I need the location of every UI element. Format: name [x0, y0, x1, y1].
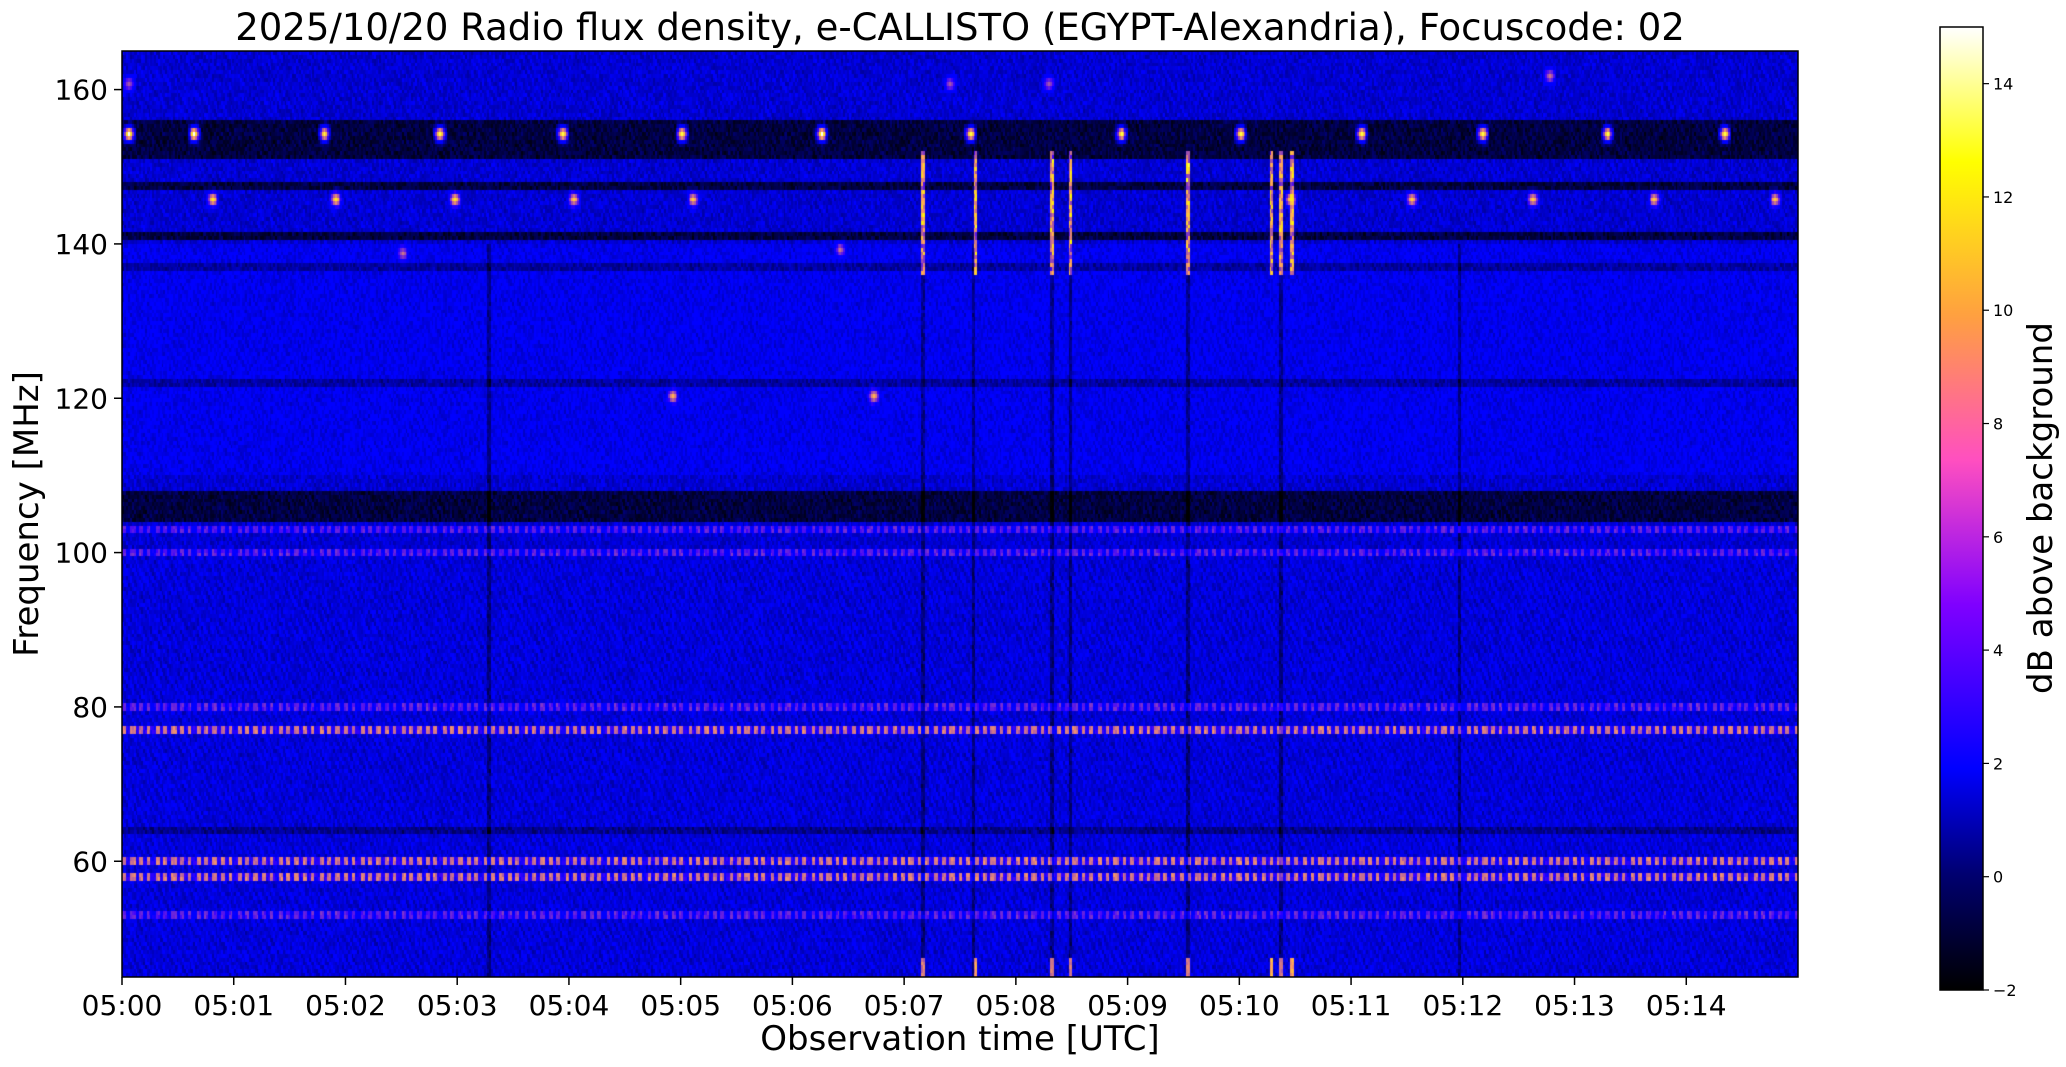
- y-tick-label: 120: [55, 382, 108, 415]
- x-axis-ticks: 05:00 05:01 05:02 05:03 05:04 05:05 05:06 05:07…: [82, 977, 1727, 1022]
- x-tick-label: 05:14: [1646, 989, 1727, 1022]
- colorbar: [1939, 26, 1984, 991]
- y-tick-label: 100: [55, 537, 108, 570]
- chart-title: 2025/10/20 Radio flux density, e-CALLIST…: [235, 6, 1685, 49]
- x-tick-label: 05:06: [752, 989, 833, 1022]
- x-axis-label: Observation time [UTC]: [760, 1019, 1159, 1059]
- x-tick-label: 05:05: [640, 989, 721, 1022]
- colorbar-tick-label: 14: [1993, 75, 2013, 94]
- y-tick-label: 160: [55, 74, 108, 107]
- colorbar-tick-label: 6: [1993, 528, 2003, 547]
- x-tick-label: 05:13: [1534, 989, 1615, 1022]
- plot-frame: [121, 50, 1799, 978]
- spectrogram-plot-area: [122, 51, 1798, 977]
- colorbar-tick-label: 8: [1993, 415, 2003, 434]
- colorbar-tick-label: 2: [1993, 754, 2003, 773]
- x-tick-label: 05:01: [193, 989, 274, 1022]
- x-tick-label: 05:12: [1422, 989, 1503, 1022]
- colorbar-tick-label: 10: [1993, 301, 2013, 320]
- x-tick-label: 05:09: [1087, 989, 1168, 1022]
- x-tick-label: 05:00: [82, 989, 163, 1022]
- colorbar-tick-label: 0: [1993, 868, 2003, 887]
- colorbar-label: dB above background: [2021, 322, 2061, 694]
- y-tick-label: 80: [72, 691, 108, 724]
- y-axis-ticks: 60 80 100 120 140 160: [55, 74, 122, 878]
- x-tick-label: 05:04: [529, 989, 610, 1022]
- colorbar-ticks: −2 0 2 4 6 8 10 12 14: [1983, 75, 2017, 1000]
- y-axis-label: Frequency [MHz]: [7, 371, 47, 657]
- x-tick-label: 05:11: [1311, 989, 1392, 1022]
- x-tick-label: 05:03: [417, 989, 498, 1022]
- colorbar-tick-label: −2: [1993, 981, 2017, 1000]
- x-tick-label: 05:10: [1199, 989, 1280, 1022]
- y-tick-label: 60: [72, 845, 108, 878]
- x-tick-label: 05:02: [305, 989, 386, 1022]
- x-tick-label: 05:07: [864, 989, 945, 1022]
- x-tick-label: 05:08: [976, 989, 1057, 1022]
- colorbar-tick-label: 4: [1993, 641, 2003, 660]
- colorbar-tick-label: 12: [1993, 188, 2013, 207]
- y-tick-label: 140: [55, 228, 108, 261]
